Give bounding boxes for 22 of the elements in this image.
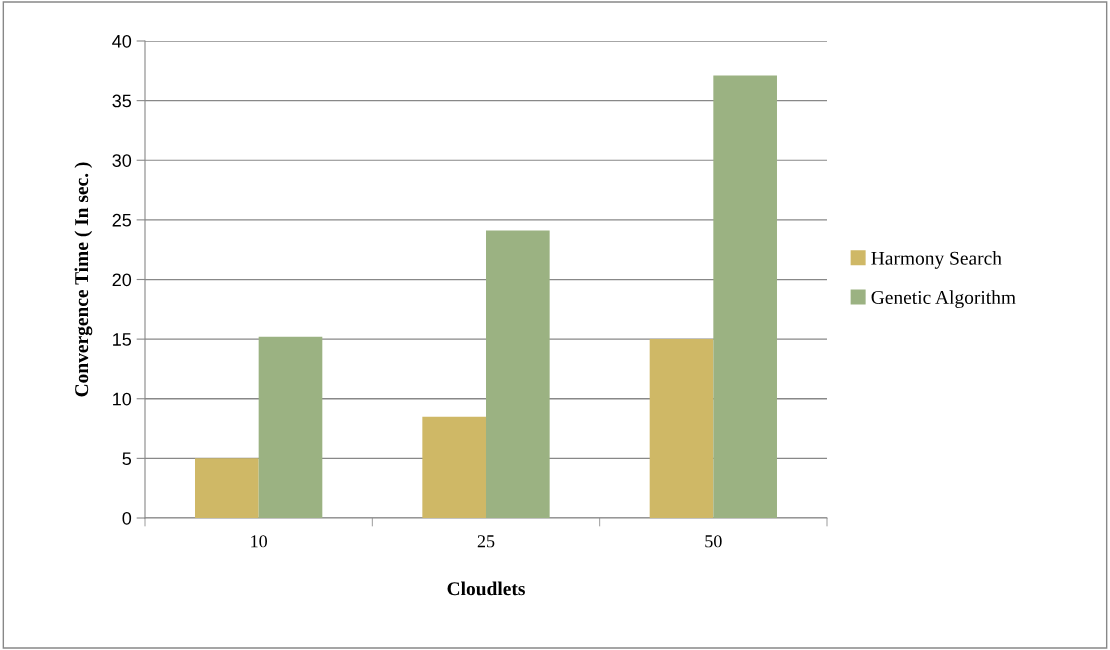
- y-tick-label: 0: [122, 511, 132, 525]
- bar: [258, 336, 323, 518]
- bar: [422, 416, 486, 518]
- y-tick-label: 5: [122, 452, 132, 466]
- y-tick-label: 20: [112, 273, 132, 287]
- legend-label: Genetic Algorithm: [871, 290, 1016, 308]
- bar: [195, 458, 259, 518]
- y-tick-label: 10: [113, 392, 132, 406]
- y-tick-label: 15: [113, 333, 132, 346]
- bar: [486, 230, 550, 518]
- y-tick-label: 30: [112, 154, 132, 167]
- x-tick-label: 25: [477, 535, 495, 548]
- x-axis-title: Cloudlets: [447, 581, 525, 596]
- bar: [649, 339, 714, 518]
- y-tick-label: 40: [112, 34, 132, 48]
- x-tick-label: 10: [251, 535, 268, 548]
- y-axis-title: Convergence Time ( In sec. ): [74, 162, 93, 397]
- y-tick-label: 35: [112, 94, 132, 108]
- x-tick-label: 50: [705, 535, 722, 548]
- bar: [713, 75, 777, 518]
- legend-label: Harmony Search: [871, 251, 1002, 269]
- y-tick-label: 25: [112, 213, 132, 227]
